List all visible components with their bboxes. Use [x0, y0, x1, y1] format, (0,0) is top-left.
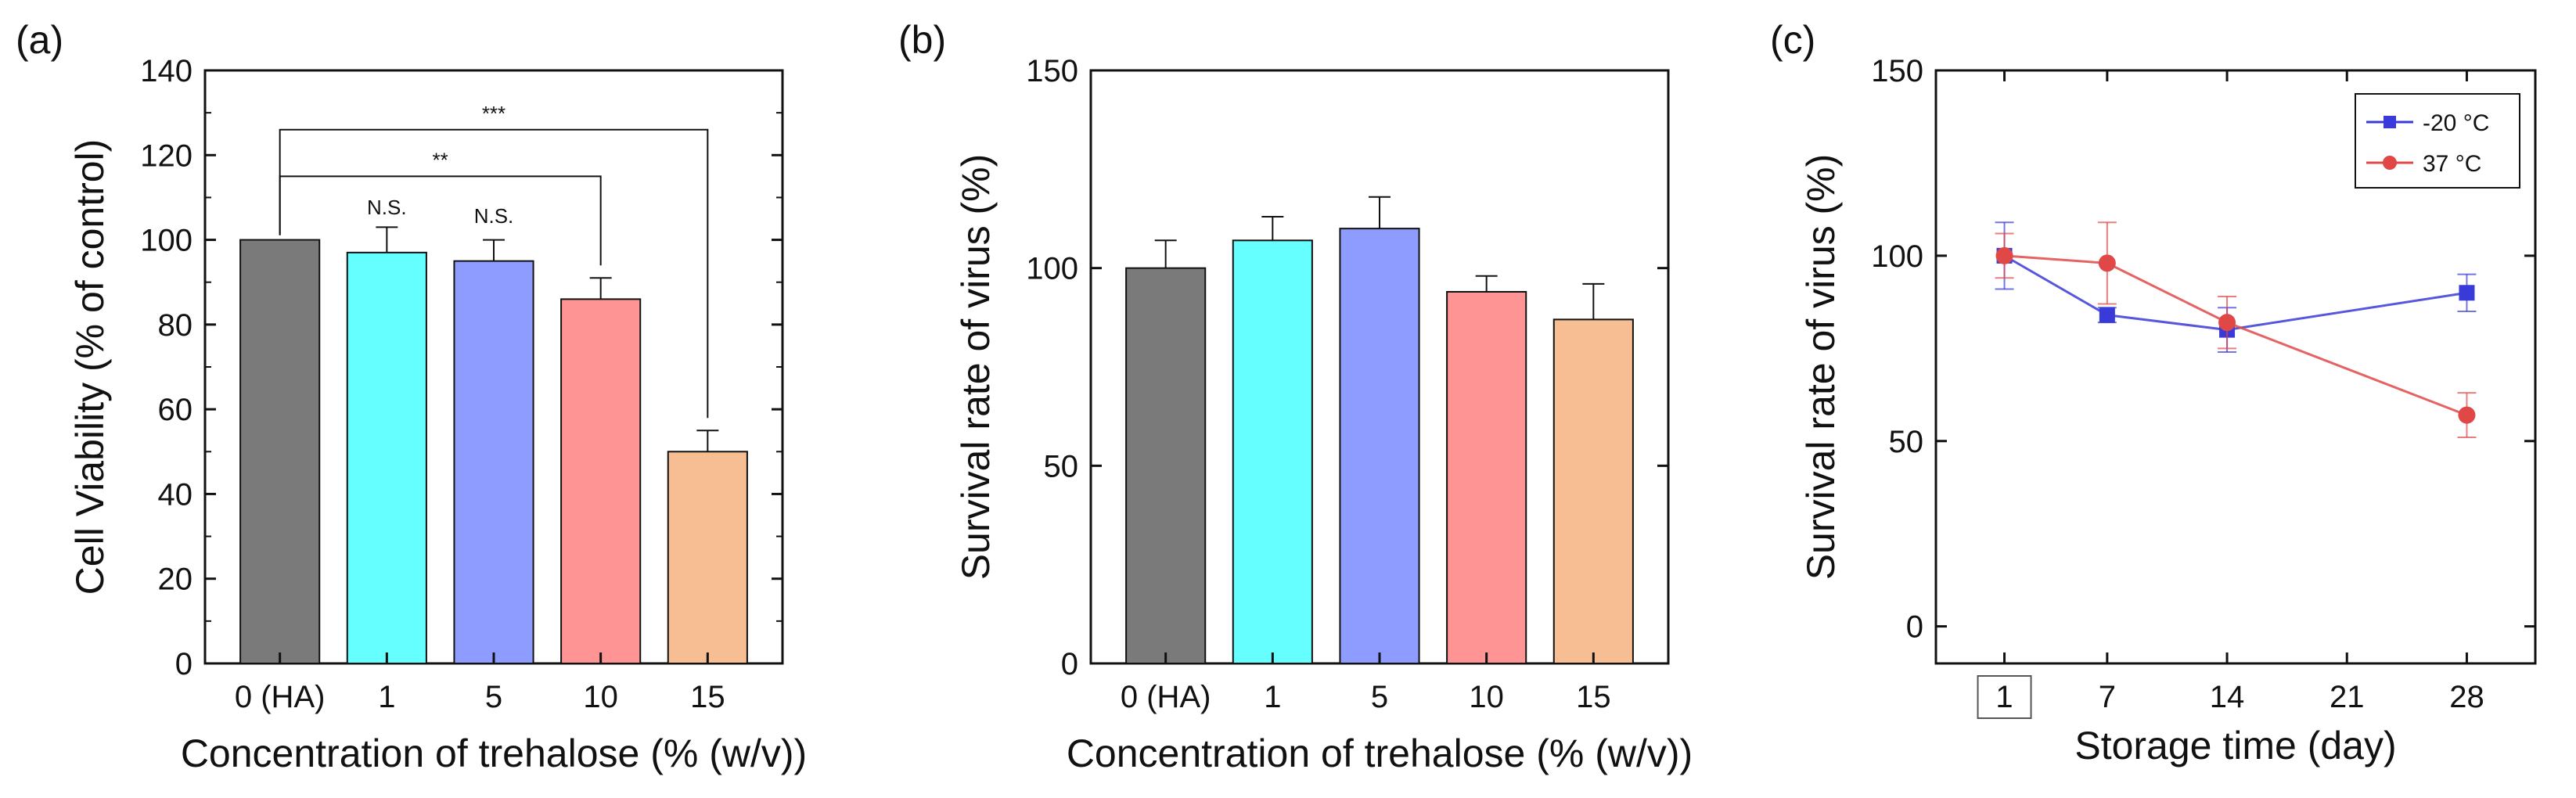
y-tick-label: 100 — [1871, 239, 1923, 274]
y-tick-label: 60 — [158, 393, 193, 427]
chart-panel-a: (a) 0 20 40 60 80 100 120 140 Cell Viability (% o… — [16, 18, 807, 775]
significance-label: N.S. — [367, 196, 407, 219]
data-point — [2099, 307, 2115, 323]
x-tick-label: 1 — [378, 680, 395, 714]
series-line — [2004, 254, 2467, 416]
significance-label: ** — [433, 148, 448, 171]
x-tick-label: 15 — [1576, 680, 1611, 714]
bar — [1339, 228, 1420, 664]
bar — [239, 239, 321, 665]
y-tick-label: 80 — [158, 308, 193, 343]
x-tick-label: 28 — [2449, 680, 2484, 714]
y-tick-label: 0 — [1906, 610, 1923, 645]
legend: -20 °C 37 °C — [2355, 93, 2520, 189]
x-tick-label: 1 — [1264, 680, 1281, 714]
x-tick-label: 5 — [1371, 680, 1388, 714]
bar — [1232, 239, 1313, 664]
legend-label: -20 °C — [2423, 110, 2489, 136]
data-point — [2458, 406, 2476, 424]
significance-label: *** — [482, 102, 505, 125]
bar — [346, 251, 427, 665]
y-tick-label: 40 — [158, 477, 193, 512]
legend-marker — [2384, 116, 2396, 128]
legend-marker — [2383, 156, 2397, 170]
x-tick-label: 0 (HA) — [235, 680, 326, 714]
significance-bracket — [279, 175, 602, 266]
data-point — [2218, 314, 2236, 332]
bar — [560, 298, 642, 664]
panel-label: (c) — [1770, 18, 1815, 62]
y-tick-label: 100 — [1026, 252, 1078, 286]
x-tick-label: 21 — [2330, 680, 2365, 714]
bar — [1446, 290, 1527, 664]
x-tick-label: 1 — [1995, 680, 2013, 714]
significance-label: N.S. — [474, 204, 514, 228]
bar — [1125, 267, 1207, 664]
x-tick-label: 10 — [583, 680, 618, 714]
data-point — [1995, 246, 2013, 264]
data-point — [2098, 254, 2116, 272]
bar — [453, 260, 534, 664]
bar — [667, 451, 748, 664]
y-tick-label: 50 — [1044, 449, 1079, 483]
panel-label: (a) — [16, 18, 63, 62]
y-tick-label: 0 — [1061, 647, 1078, 681]
y-tick-label: 0 — [175, 647, 192, 681]
y-axis-title: Survival rate of virus (%) — [1799, 154, 1843, 581]
bar — [1552, 318, 1634, 664]
x-tick-label: 15 — [690, 680, 725, 714]
significance-bracket — [279, 128, 709, 419]
y-tick-label: 100 — [140, 224, 192, 258]
x-tick-label: 5 — [485, 680, 502, 714]
y-axis-title: Survival rate of virus (%) — [954, 154, 998, 581]
chart-panel-c: (c) 0 50 100 150 Survival rate of virus (%) St… — [1770, 18, 2537, 767]
x-axis-title: Concentration of trehalose (% (w/v)) — [181, 732, 807, 775]
data-point — [2459, 285, 2475, 301]
x-tick-label: 0 (HA) — [1121, 680, 1211, 714]
x-axis-title: Concentration of trehalose (% (w/v)) — [1067, 732, 1693, 775]
x-tick-box — [1977, 675, 2032, 719]
y-tick-label: 50 — [1889, 425, 1924, 459]
legend-box — [2355, 93, 2520, 189]
y-axis-title: Cell Viability (% of control) — [68, 139, 112, 595]
series-line — [2003, 254, 2467, 332]
y-tick-label: 20 — [158, 563, 193, 597]
x-tick-label: 10 — [1469, 680, 1504, 714]
x-tick-label: 14 — [2210, 680, 2245, 714]
y-tick-label: 120 — [140, 138, 192, 173]
y-tick-label: 140 — [140, 54, 192, 88]
y-tick-label: 150 — [1026, 54, 1078, 88]
legend-label: 37 °C — [2423, 151, 2481, 177]
panel-label: (b) — [898, 18, 946, 62]
chart-panel-b: (b) 0 50 100 150 Survival rate of virus (%) Co… — [898, 18, 1693, 775]
x-tick-label: 7 — [2099, 680, 2116, 714]
x-axis-title: Storage time (day) — [2074, 724, 2396, 767]
plot-frame — [1934, 69, 2537, 665]
y-tick-label: 150 — [1871, 54, 1923, 88]
